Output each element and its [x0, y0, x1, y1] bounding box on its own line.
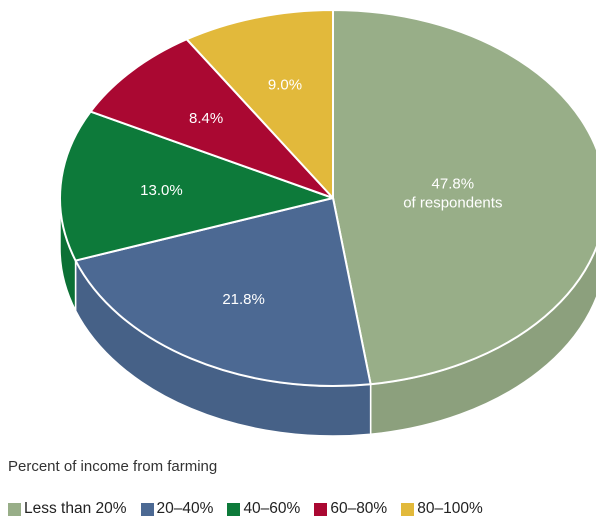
legend-item-80-100: 80–100%	[401, 500, 483, 518]
legend-label: Less than 20%	[24, 500, 127, 517]
pie-slices	[59, 9, 596, 387]
legend-item-60-80: 60–80%	[314, 500, 387, 518]
pie-slice-1	[74, 197, 372, 387]
legend-item-less-than-20: Less than 20%	[8, 500, 127, 518]
legend-swatch	[140, 502, 154, 516]
legend-swatch	[8, 502, 21, 516]
pie-label-2: 13.0%	[140, 182, 183, 199]
pie-labels: 47.8% of respondents 21.8% 13.0% 8.4% 9.0%	[140, 76, 502, 308]
legend-item-20-40: 20–40%	[140, 500, 214, 518]
pie-label-0: 47.8% of respondents	[403, 175, 502, 211]
pie-label-3: 8.4%	[189, 110, 223, 127]
legend-label: 60–80%	[330, 500, 388, 517]
pie-label-1: 21.8%	[222, 291, 265, 308]
legend-label: 20–40%	[156, 500, 214, 517]
pie-slice-4	[185, 9, 334, 199]
legend-swatch	[227, 502, 241, 516]
pie-slice-2	[59, 110, 334, 262]
legend-swatch	[401, 502, 415, 516]
legend-item-40-60: 40–60%	[227, 500, 300, 518]
pie-slice-3	[89, 38, 334, 199]
legend-label: 80–100%	[417, 500, 483, 517]
pie-label-4: 9.0%	[268, 76, 302, 93]
pie-chart: 47.8% of respondents 21.8% 13.0% 8.4% 9.0%	[59, 9, 596, 437]
legend-swatch	[314, 502, 328, 516]
legend: Less than 20% 20–40% 40–60% 60–80% 80–10…	[8, 500, 483, 518]
legend-title: Percent of income from farming	[8, 458, 218, 475]
legend-label: 40–60%	[243, 500, 301, 517]
pie-slice-0	[332, 9, 596, 386]
